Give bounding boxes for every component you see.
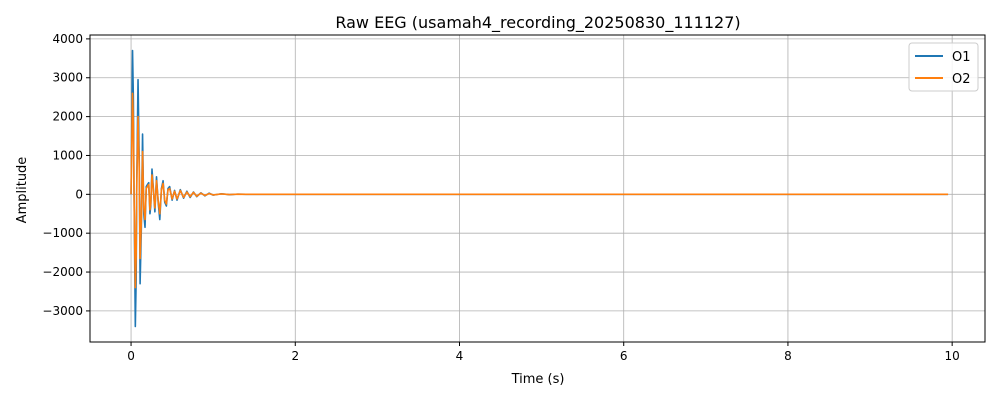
series-line-o2 xyxy=(130,92,949,289)
x-axis-label: Time (s) xyxy=(511,372,565,387)
y-tick-label: 3000 xyxy=(52,71,83,85)
y-tick-label: 1000 xyxy=(52,148,83,162)
y-tick-label: 4000 xyxy=(52,32,83,46)
x-tick-label: 2 xyxy=(291,349,299,363)
y-axis-ticks: −3000 −2000 −1000 0 1000 2000 3000 4000 xyxy=(42,32,90,318)
legend-label-o1: O1 xyxy=(952,50,971,65)
x-tick-label: 10 xyxy=(945,349,960,363)
x-axis-ticks: 0 2 4 6 8 10 xyxy=(127,342,960,363)
x-tick-label: 4 xyxy=(456,349,464,363)
x-tick-label: 0 xyxy=(127,349,135,363)
x-tick-label: 6 xyxy=(620,349,628,363)
plot-frame xyxy=(89,34,986,343)
plot-lines xyxy=(130,49,949,328)
chart-title: Raw EEG (usamah4_recording_20250830_1111… xyxy=(335,13,740,33)
legend-label-o2: O2 xyxy=(952,72,971,87)
y-tick-label: −2000 xyxy=(42,265,83,279)
y-tick-label: −1000 xyxy=(42,226,83,240)
y-tick-label: 2000 xyxy=(52,110,83,124)
y-axis-label: Amplitude xyxy=(15,157,30,224)
y-tick-label: 0 xyxy=(75,187,83,201)
x-tick-label: 8 xyxy=(784,349,792,363)
legend: O1 O2 xyxy=(908,42,979,92)
y-tick-label: −3000 xyxy=(42,304,83,318)
